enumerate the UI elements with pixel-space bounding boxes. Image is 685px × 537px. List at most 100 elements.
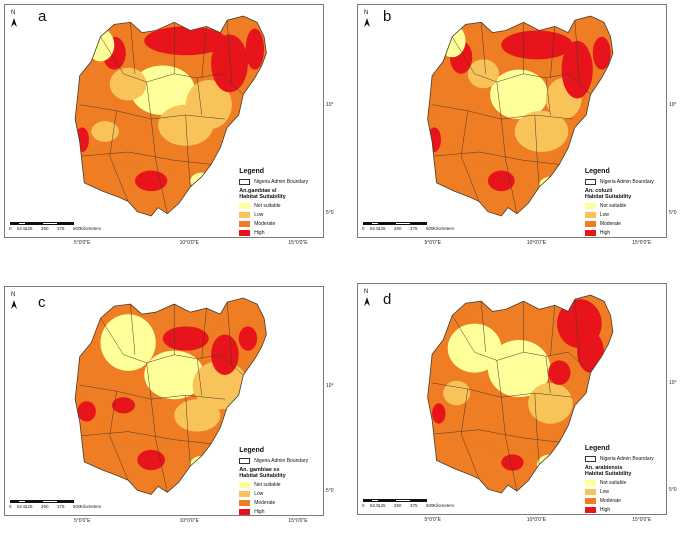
suitability-zone-not-suitable bbox=[447, 323, 502, 373]
legend-class-label: Not suitable bbox=[254, 202, 281, 209]
legend-swatch bbox=[239, 220, 251, 227]
scale-tick: 125 bbox=[25, 504, 33, 509]
legend-swatch bbox=[584, 178, 596, 185]
suitability-zone-high bbox=[501, 30, 573, 60]
latitude-label: 10° bbox=[326, 382, 334, 389]
longitude-label: 10°0'0"E bbox=[526, 240, 546, 246]
admin-boundary-line bbox=[434, 151, 560, 165]
legend-boundary-row: Nigeria Admin Boundary bbox=[239, 457, 308, 465]
legend-class-row: Not suitable bbox=[239, 202, 308, 210]
legend-class-row: Low bbox=[584, 488, 654, 496]
suitability-zone-low bbox=[185, 79, 232, 130]
legend-swatch bbox=[239, 202, 251, 209]
admin-boundary-line bbox=[130, 22, 136, 74]
suitability-zone-high bbox=[501, 454, 524, 471]
scale-tick: 500 bbox=[426, 503, 434, 508]
admin-boundary-line bbox=[150, 119, 168, 214]
scale-tick: 62.5 bbox=[17, 504, 26, 509]
admin-boundary-line bbox=[226, 20, 233, 85]
scale-bar: 0 62.5 125 250 375 500 Kilometers bbox=[362, 499, 463, 509]
admin-boundary-line bbox=[550, 26, 556, 78]
map-canvas bbox=[11, 15, 267, 217]
north-label: N bbox=[364, 10, 369, 16]
admin-boundary-line bbox=[201, 308, 207, 359]
scale-unit: Kilometers bbox=[433, 226, 455, 231]
suitability-zone-low bbox=[91, 121, 119, 142]
legend-suitability-title: Habitat Suitability bbox=[239, 473, 286, 479]
longitude-label: 15°0'0"E bbox=[288, 518, 308, 524]
suitability-zone-high bbox=[238, 326, 258, 351]
admin-boundary-line bbox=[196, 77, 203, 116]
latitude-label: 5°0 bbox=[669, 487, 677, 494]
admin-boundary-line bbox=[226, 302, 233, 365]
legend-swatch bbox=[239, 482, 251, 488]
suitability-zone-low bbox=[467, 59, 500, 89]
longitude-label: 15°0'0"E bbox=[288, 240, 308, 246]
admin-boundary-line bbox=[545, 77, 551, 116]
suitability-zone-low bbox=[174, 399, 221, 432]
admin-boundary-line bbox=[130, 304, 136, 355]
suitability-layer bbox=[75, 16, 267, 216]
admin-boundary-line bbox=[574, 20, 580, 85]
admin-boundary-line bbox=[496, 360, 502, 398]
legend-swatch bbox=[584, 220, 596, 227]
legend-class-label: High bbox=[254, 509, 265, 515]
legend: Legend Nigeria Admin Boundary An. arabiens… bbox=[584, 445, 654, 515]
legend-class-label: Not suitable bbox=[599, 480, 627, 487]
admin-boundary-line bbox=[534, 114, 540, 188]
admin-boundary-line bbox=[480, 301, 486, 353]
north-arrow-icon bbox=[364, 18, 370, 27]
suitability-zone-not-suitable bbox=[144, 350, 205, 400]
legend-title: Legend bbox=[239, 167, 265, 175]
legend-class-row: Moderate bbox=[239, 499, 308, 507]
scale-unit: Kilometers bbox=[80, 504, 102, 509]
legend-class-row: Not suitable bbox=[584, 202, 654, 210]
scale-tick: 500 bbox=[426, 226, 434, 231]
scale-tick: 250 bbox=[41, 226, 49, 231]
legend-species-name: An. coluzii bbox=[584, 187, 613, 194]
suitability-zone-not-suitable bbox=[86, 28, 115, 62]
north-arrow-icon bbox=[11, 300, 17, 309]
suitability-zone-not-suitable bbox=[190, 455, 214, 473]
admin-boundary-line bbox=[196, 358, 203, 396]
legend-swatch bbox=[584, 456, 596, 463]
longitude-label: 10°0'0"E bbox=[179, 240, 199, 246]
legend-class-row: Not suitable bbox=[239, 481, 308, 489]
latitude-label: 5°0 bbox=[669, 209, 677, 216]
legend-swatch bbox=[584, 202, 596, 209]
legend-class-row: Moderate bbox=[584, 497, 654, 505]
legend-title: Legend bbox=[584, 445, 610, 453]
admin-boundary-line bbox=[109, 110, 129, 202]
suitability-zone-high bbox=[135, 170, 168, 192]
panel-letter: a bbox=[38, 8, 47, 25]
nigeria-outline bbox=[427, 15, 614, 217]
suitability-zone-not-suitable bbox=[100, 314, 156, 371]
scale-unit: Kilometers bbox=[80, 226, 102, 231]
scale-tick: 125 bbox=[378, 226, 386, 231]
admin-boundary-line bbox=[150, 399, 168, 493]
admin-boundary-line bbox=[501, 397, 518, 492]
admin-boundary-line bbox=[460, 110, 480, 202]
legend-class-label: Low bbox=[599, 489, 610, 496]
admin-boundary-line bbox=[109, 391, 129, 481]
suitability-zone-not-suitable bbox=[130, 65, 195, 115]
legend-swatch bbox=[584, 211, 596, 218]
legend-swatch bbox=[584, 489, 596, 496]
suitability-layer bbox=[427, 16, 613, 216]
admin-boundary-line bbox=[146, 362, 152, 400]
scale-tick: 375 bbox=[410, 503, 418, 508]
longitude-label: 5°0'0"E bbox=[424, 240, 441, 246]
legend-boundary-row: Nigeria Admin Boundary bbox=[239, 178, 308, 186]
suitability-zone-not-suitable bbox=[536, 454, 564, 475]
suitability-zone-not-suitable bbox=[490, 69, 549, 120]
north-arrow-icon bbox=[11, 18, 17, 27]
legend-class-label: Moderate bbox=[599, 220, 621, 227]
legend-class-row: Low bbox=[584, 211, 654, 219]
legend-class-label: Low bbox=[254, 211, 264, 218]
suitability-zone-not-suitable bbox=[190, 172, 214, 190]
latitude-label: 10° bbox=[669, 102, 677, 109]
legend: Legend Nigeria Admin Boundary An. coluzii H… bbox=[584, 168, 654, 238]
suitability-zone-high bbox=[162, 326, 209, 351]
